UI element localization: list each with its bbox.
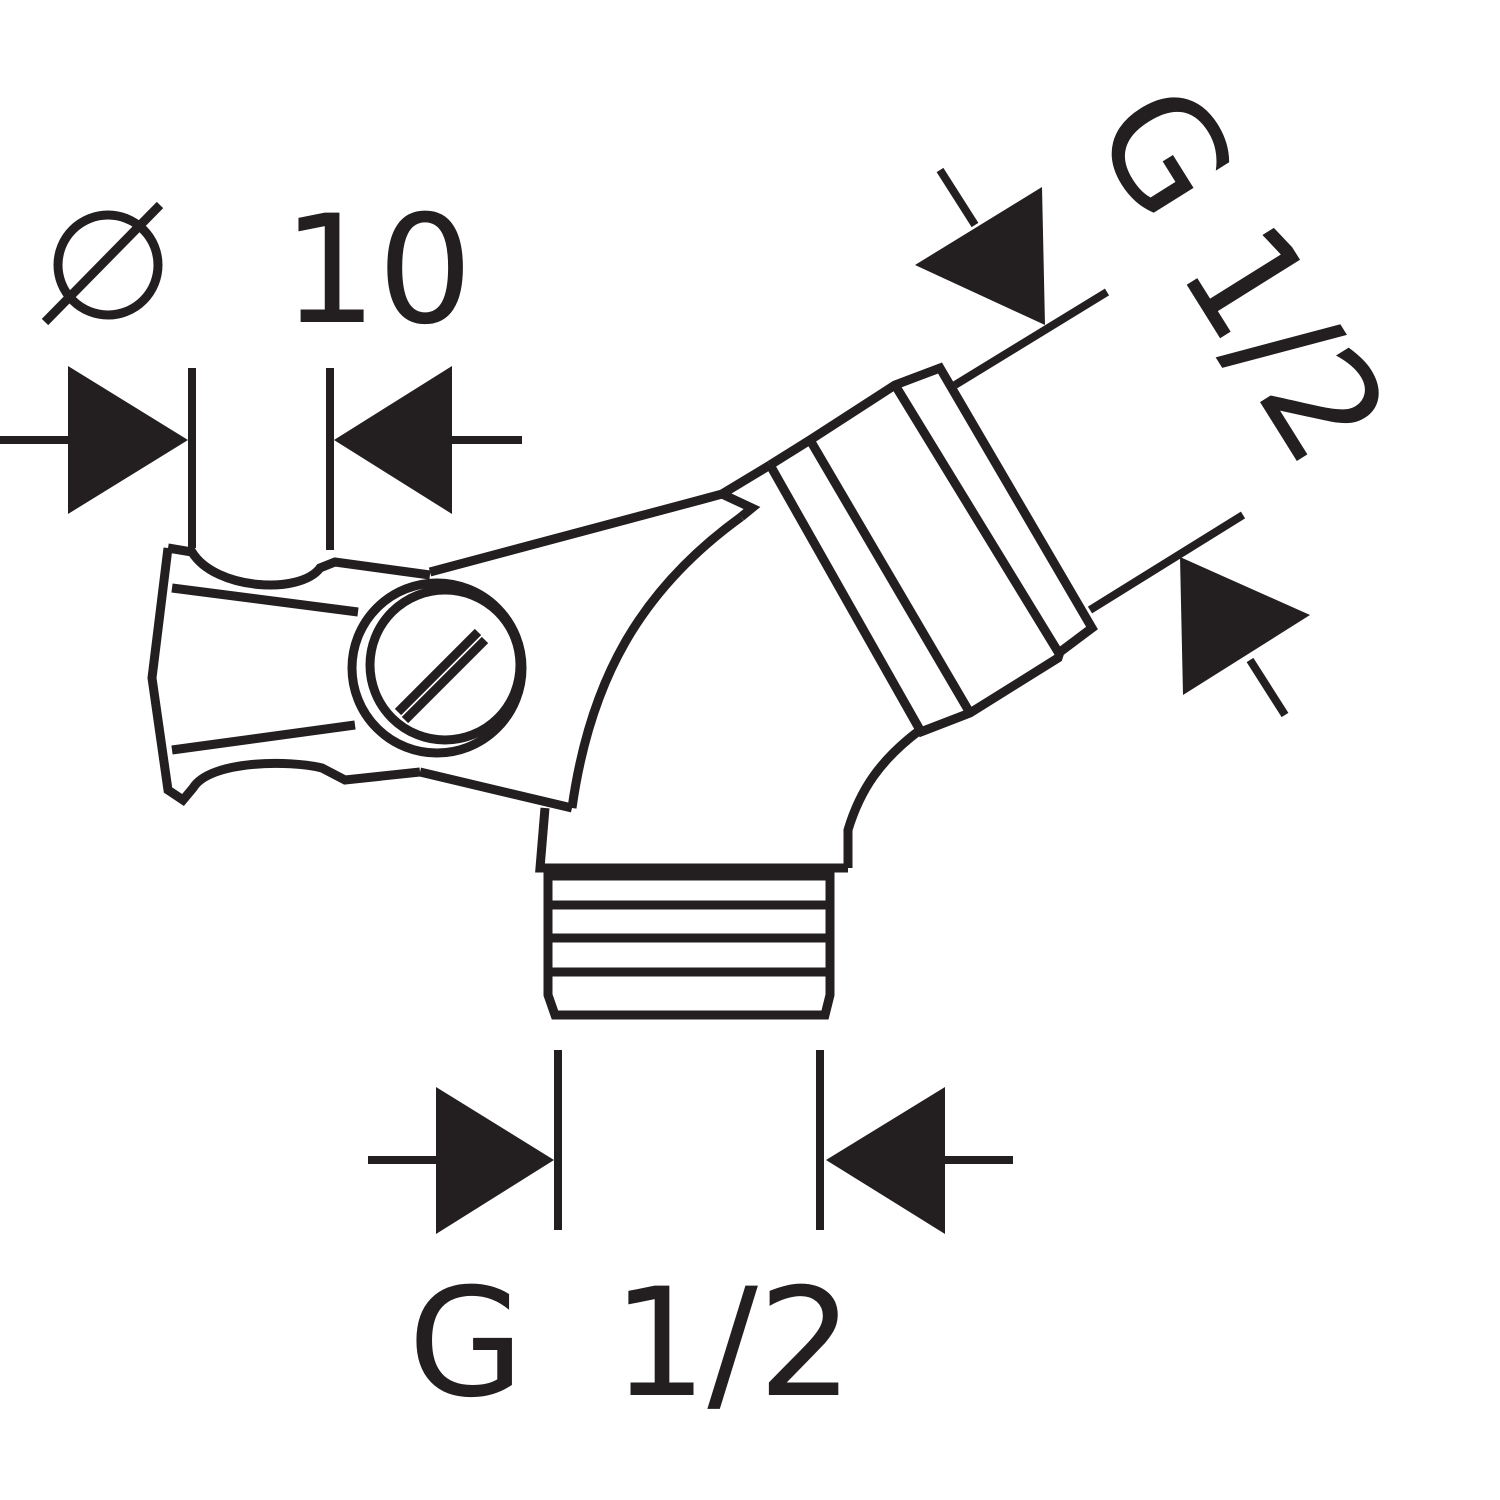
arrow-left-bottom-icon [826,1087,945,1234]
elbow-arm-top [428,489,761,577]
outlet-dimension-line-bottom [1246,657,1289,718]
elbow-collar-top [719,461,773,498]
bracket-outline [147,543,431,806]
inlet-thread-outline [543,871,835,1020]
outlet-thread-label: G 1/2 [1059,57,1421,493]
outlet-extension-top [952,288,1110,389]
wall-bracket [147,543,431,806]
arrow-right-bottom-icon [436,1087,554,1234]
screw-head-circle [365,585,525,745]
diameter-symbol [41,201,164,326]
outlet-dimension-line-top [936,167,979,228]
dimension-outlet-thread: G 1/2 [915,57,1422,718]
outlet-thread-line-3 [891,382,1064,658]
elbow-outer-curve [843,726,923,868]
arrow-right-icon [68,366,188,514]
inlet-thread [543,871,835,1020]
screw-slot-a [394,628,482,716]
dimension-diameter: 10 [0,184,522,550]
arrow-left-icon [334,366,452,514]
arrow-down-right-icon [915,187,1045,325]
swivel-elbow [418,461,923,873]
elbow-arm-bottom [418,767,574,813]
diameter-value: 10 [282,184,473,358]
clamp-screw [347,578,527,758]
elbow-inner-curve [567,513,744,809]
dimension-inlet-thread: G 1/2 [368,1050,1013,1234]
outlet-extension-bottom [1087,511,1246,614]
inlet-thread-label-visible: G 1/2 [408,1257,853,1431]
arrow-up-left-icon [1180,557,1310,695]
bracket-inner-bottom [171,720,356,755]
bracket-inner-top [171,583,359,617]
outlet-thread [766,362,1098,738]
outlet-thread-line-1 [766,462,924,733]
outlet-thread-line-2 [806,437,974,716]
outlet-thread-outline [767,362,1098,738]
elbow-neck [535,807,848,873]
screw-slot-b [401,636,489,724]
